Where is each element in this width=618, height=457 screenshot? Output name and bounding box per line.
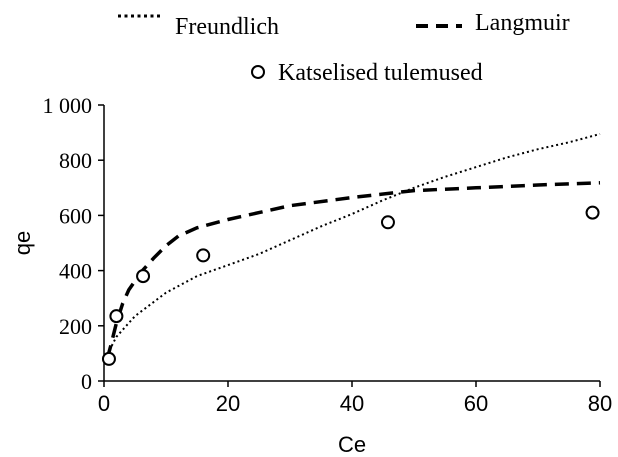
y-axis-label: qe bbox=[10, 231, 35, 255]
legend: Freundlich Langmuir Katselised tulemused bbox=[118, 10, 570, 86]
axes: 0 200 400 600 800 1 000 0 20 40 60 80 qe Ce bbox=[10, 93, 612, 457]
experimental-point bbox=[136, 269, 151, 284]
y-tick-label: 600 bbox=[59, 203, 92, 228]
plot-area bbox=[101, 133, 601, 366]
x-tick-label: 80 bbox=[588, 391, 612, 416]
y-tick-label: 200 bbox=[59, 314, 92, 339]
x-ticks: 0 20 40 60 80 bbox=[98, 381, 612, 416]
y-tick-label: 1 000 bbox=[43, 93, 93, 118]
experimental-point bbox=[196, 248, 211, 263]
x-tick-label: 40 bbox=[340, 391, 364, 416]
langmuir-line bbox=[105, 181, 601, 360]
freundlich-line bbox=[106, 133, 601, 356]
legend-experimental-label: Katselised tulemused bbox=[278, 60, 483, 86]
y-tick-label: 400 bbox=[59, 259, 92, 284]
y-ticks: 0 200 400 600 800 1 000 bbox=[43, 93, 104, 394]
legend-experimental-marker bbox=[251, 65, 265, 79]
x-tick-label: 0 bbox=[98, 391, 110, 416]
experimental-point bbox=[101, 351, 116, 366]
x-tick-label: 60 bbox=[464, 391, 488, 416]
y-tick-label: 0 bbox=[81, 369, 92, 394]
experimental-point bbox=[585, 205, 600, 220]
legend-langmuir-label: Langmuir bbox=[475, 10, 570, 36]
legend-freundlich-label: Freundlich bbox=[175, 14, 279, 40]
experimental-point bbox=[380, 215, 395, 230]
experimental-point bbox=[109, 309, 124, 324]
x-tick-label: 20 bbox=[216, 391, 240, 416]
x-axis-label: Ce bbox=[338, 432, 366, 457]
y-tick-label: 800 bbox=[59, 148, 92, 173]
